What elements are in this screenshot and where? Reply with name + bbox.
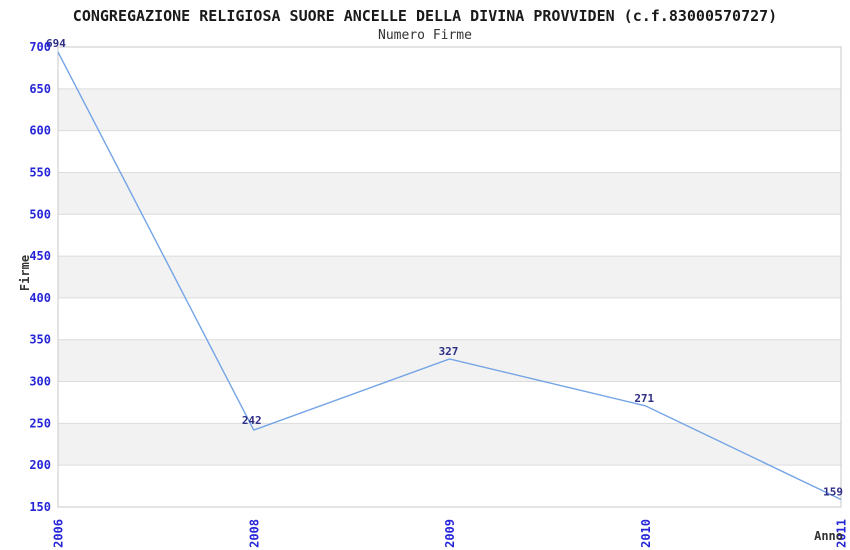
x-tick-label: 2011 bbox=[835, 519, 849, 548]
grid-band bbox=[58, 423, 841, 466]
data-point-label: 327 bbox=[439, 345, 459, 358]
chart-subtitle: Numero Firme bbox=[378, 28, 472, 43]
data-point-label: 271 bbox=[634, 392, 654, 405]
y-tick-label: 650 bbox=[29, 82, 51, 96]
y-tick-label: 700 bbox=[29, 40, 51, 54]
x-tick-label: 2010 bbox=[639, 519, 653, 548]
y-tick-label: 400 bbox=[29, 291, 51, 305]
x-tick-label: 2006 bbox=[52, 519, 66, 548]
data-point-label: 694 bbox=[46, 37, 66, 50]
y-tick-label: 250 bbox=[29, 416, 51, 430]
y-tick-label: 550 bbox=[29, 165, 51, 179]
y-tick-label: 450 bbox=[29, 249, 51, 263]
x-tick-label: 2008 bbox=[247, 519, 261, 548]
plot-border bbox=[57, 46, 842, 508]
grid-band bbox=[58, 256, 841, 298]
grid-band bbox=[58, 339, 841, 382]
grid-band bbox=[58, 88, 841, 131]
data-point-label: 242 bbox=[242, 414, 262, 427]
y-tick-label: 600 bbox=[29, 124, 51, 138]
data-point-label: 159 bbox=[823, 485, 843, 498]
y-tick-label: 500 bbox=[29, 207, 51, 221]
x-axis-title: Anno bbox=[814, 529, 843, 543]
y-tick-label: 300 bbox=[29, 375, 51, 389]
y-tick-label: 150 bbox=[29, 500, 51, 514]
chart-title: CONGREGAZIONE RELIGIOSA SUORE ANCELLE DE… bbox=[72, 7, 778, 25]
y-axis-title: Firme bbox=[18, 255, 32, 291]
y-tick-label: 200 bbox=[29, 458, 51, 472]
data-line bbox=[57, 51, 842, 501]
grid-band bbox=[58, 172, 841, 215]
y-tick-label: 350 bbox=[29, 333, 51, 347]
x-tick-label: 2009 bbox=[443, 519, 457, 548]
